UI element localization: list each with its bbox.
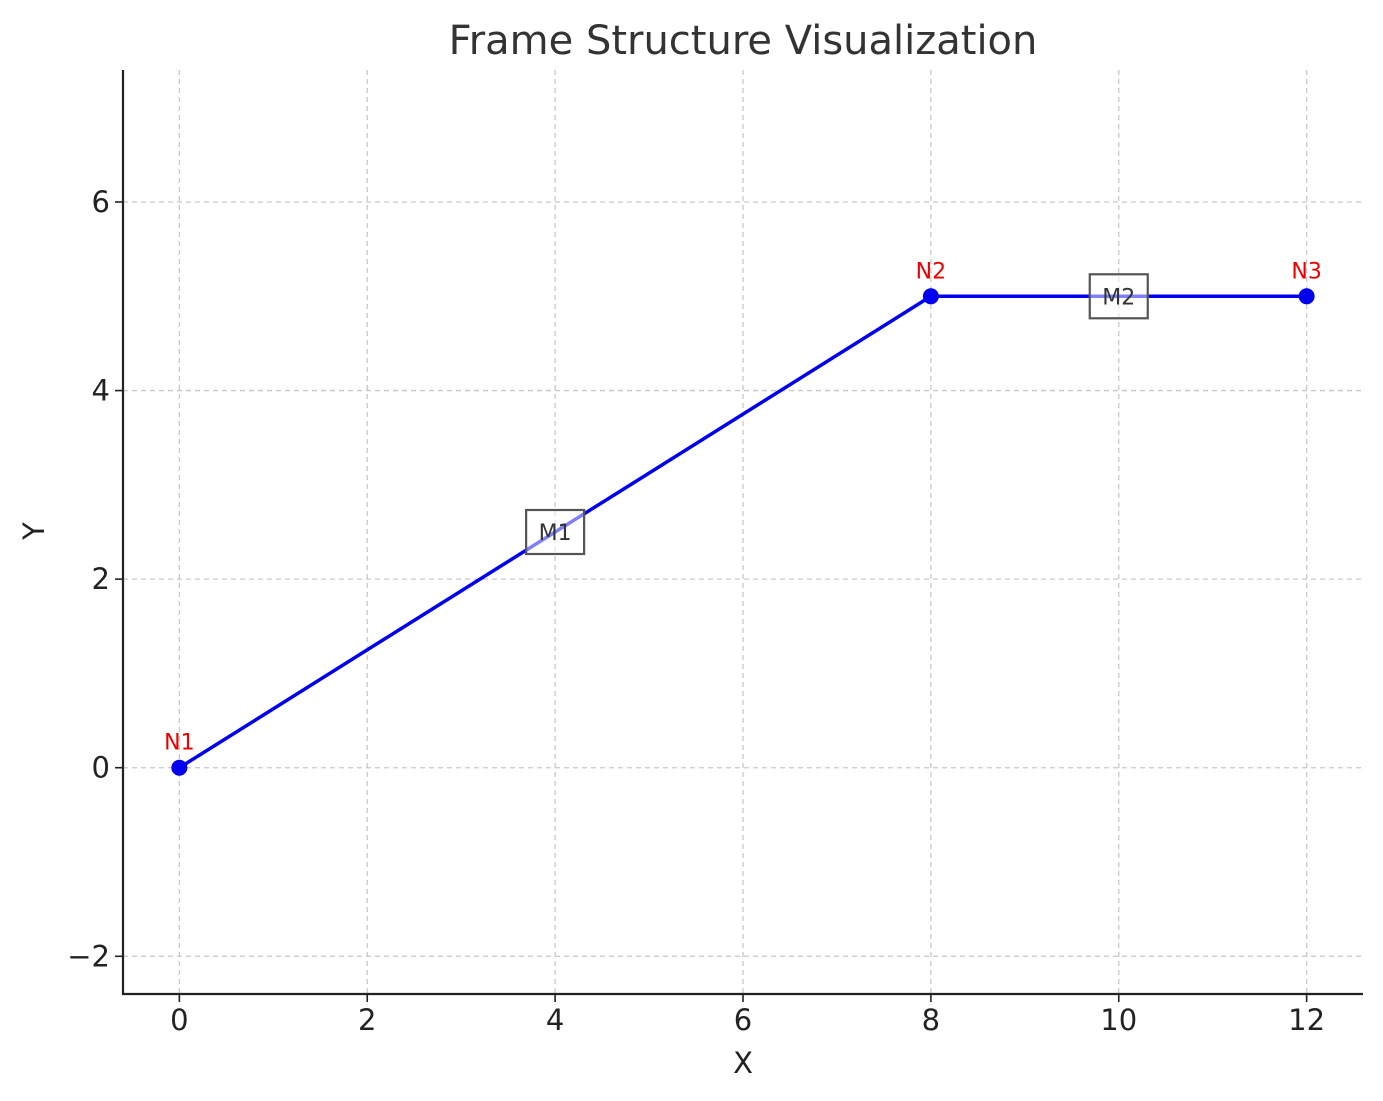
member-label-m1: M1 [539,521,572,546]
node-label-n1: N1 [164,731,194,756]
member-label-box-m1 [525,508,586,556]
ticks-layer: 0 2 4 6 8 10 12 −2 0 2 4 6 [67,185,1325,1037]
x-tick-label-4: 8 [922,1003,940,1037]
node-label-n2: N2 [916,259,946,284]
node-marker-n3 [1298,288,1315,305]
member-label-m2: M2 [1102,285,1135,310]
y-tick-label-4: 6 [92,185,110,219]
nodes-layer [171,288,1315,776]
y-axis-label: Y [17,522,51,541]
node-marker-n2 [922,288,939,305]
x-tick-label-2: 4 [546,1003,564,1037]
y-tick-label-2: 2 [92,562,110,596]
y-tick-label-3: 4 [92,374,110,408]
x-tick-label-3: 6 [734,1003,752,1037]
x-tick-label-0: 0 [170,1003,188,1037]
chart-title: Frame Structure Visualization [449,18,1038,64]
y-tick-label-1: 0 [92,751,110,785]
node-label-n3: N3 [1291,259,1321,284]
x-tick-label-5: 10 [1100,1003,1137,1037]
labels-layer: M1 M2 N1 N2 N3 [164,259,1322,755]
x-axis-label: X [733,1046,753,1080]
x-tick-label-6: 12 [1288,1003,1325,1037]
y-tick-label-0: −2 [67,939,110,973]
x-tick-label-1: 2 [358,1003,376,1037]
member-label-box-m2 [1088,273,1149,320]
node-marker-n1 [171,759,188,776]
